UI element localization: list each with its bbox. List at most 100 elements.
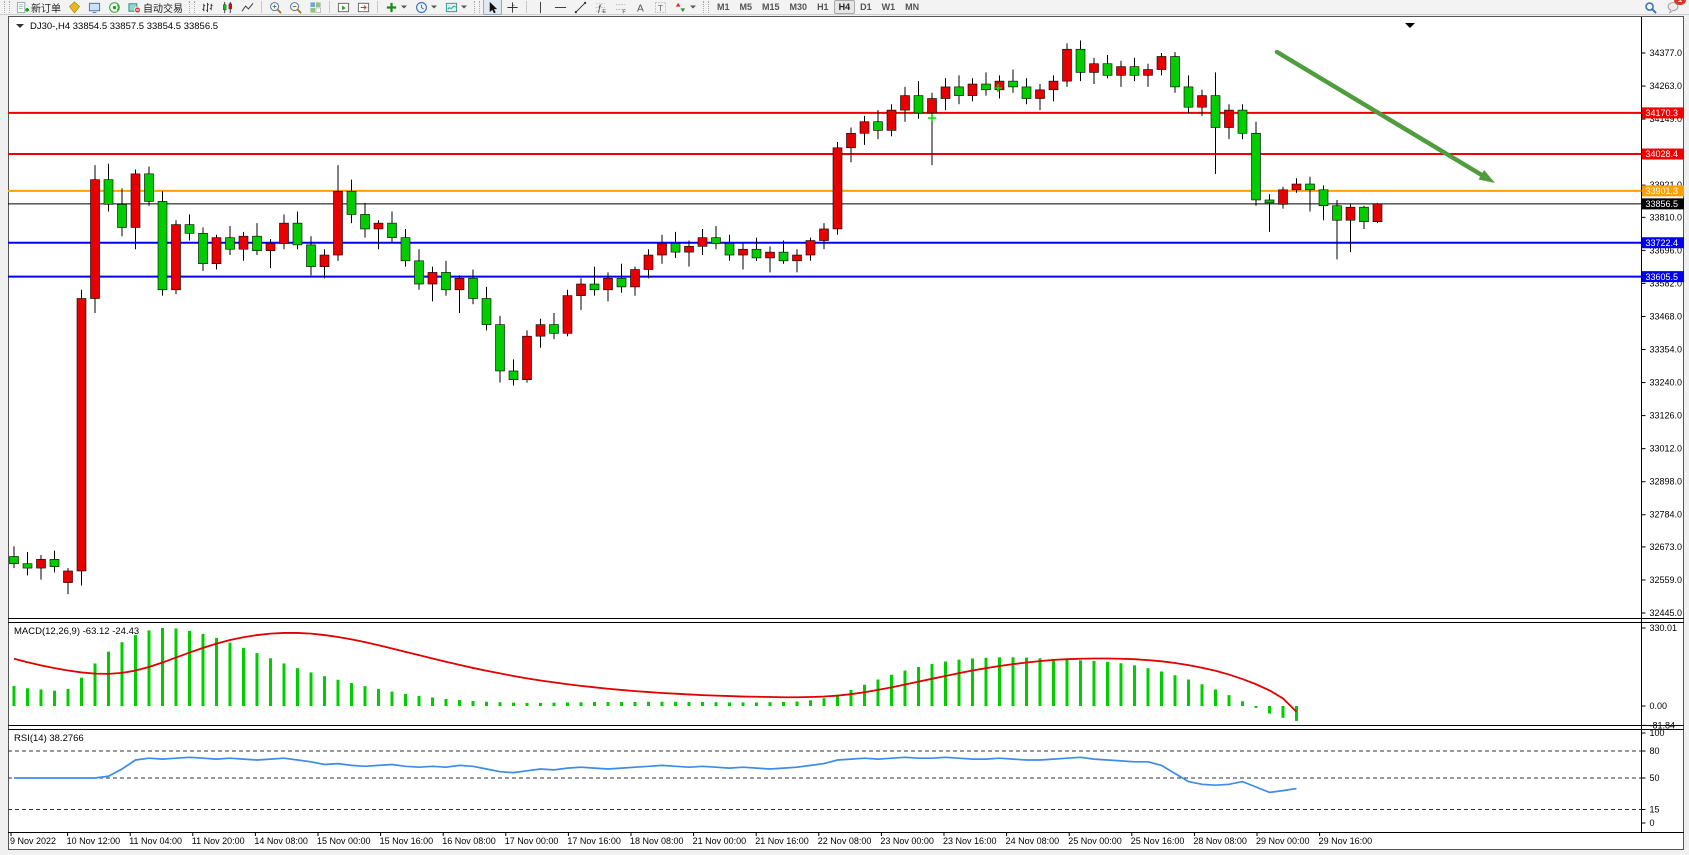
search-icon	[1644, 1, 1657, 14]
svg-text:33722.4: 33722.4	[1646, 238, 1679, 248]
svg-text:23 Nov 00:00: 23 Nov 00:00	[880, 836, 934, 846]
vertical-line-button[interactable]	[531, 0, 550, 15]
rsi-title: RSI(14) 38.2766	[14, 733, 84, 744]
template-icon	[445, 1, 458, 14]
notifications-button[interactable]: 1	[1664, 0, 1686, 15]
svg-text:33468.0: 33468.0	[1650, 311, 1683, 321]
timeframe-button-h4[interactable]: H4	[833, 0, 856, 14]
line-chart-button[interactable]	[238, 0, 257, 15]
svg-text:33696.0: 33696.0	[1650, 245, 1683, 255]
svg-text:0: 0	[1650, 818, 1655, 828]
chart-shift-button[interactable]	[354, 0, 373, 15]
macd-signal-line	[13, 632, 1298, 713]
timeframe-button-m5[interactable]: M5	[739, 2, 753, 12]
arrows-button[interactable]	[671, 0, 700, 15]
periods-button[interactable]	[412, 0, 441, 15]
svg-text:21 Nov 00:00: 21 Nov 00:00	[693, 836, 747, 846]
cursor-button[interactable]	[483, 0, 502, 15]
toolbar-separator	[377, 1, 378, 13]
line-chart-icon	[241, 1, 254, 14]
fibonacci-button[interactable]	[591, 0, 610, 15]
svg-text:100: 100	[1650, 728, 1665, 738]
timeframe-button-m15[interactable]: M15	[762, 2, 780, 12]
trend-arrow-annotation[interactable]	[1274, 49, 1495, 183]
candles-layer[interactable]	[9, 40, 1383, 595]
toolbar-grip[interactable]	[189, 1, 195, 13]
zoom-in-button[interactable]	[266, 0, 285, 15]
level-lines[interactable]: 34170.3 34028.4 33901.3 33856.5 33722.4 33605…	[8, 107, 1684, 283]
svg-text:33921.0: 33921.0	[1650, 180, 1683, 190]
crosshair-icon	[506, 1, 519, 14]
auto-scroll-icon	[337, 1, 350, 14]
search-button[interactable]	[1641, 0, 1660, 15]
text-button[interactable]	[631, 0, 650, 15]
strategy-tester-button[interactable]	[105, 0, 124, 15]
text-icon	[634, 1, 647, 14]
trendline-button[interactable]	[571, 0, 590, 15]
timeframe-button-d1[interactable]: D1	[860, 2, 872, 12]
channel-icon	[614, 1, 627, 14]
auto-scroll-button[interactable]	[334, 0, 353, 15]
macd-pane[interactable]: 330.01 0.00 -81.84 MACD(12,26,9) -63.12 -24…	[12, 623, 1677, 730]
svg-text:10 Nov 12:00: 10 Nov 12:00	[67, 836, 121, 846]
svg-text:34028.4: 34028.4	[1646, 149, 1679, 159]
chevron-down-icon	[460, 3, 468, 11]
symbol-dropdown-icon[interactable]	[16, 24, 24, 28]
svg-text:23 Nov 16:00: 23 Nov 16:00	[943, 836, 997, 846]
channel-button[interactable]	[611, 0, 630, 15]
macd-title: MACD(12,26,9) -63.12 -24.43	[14, 626, 139, 637]
auto-trading-button[interactable]: 自动交易	[125, 0, 186, 15]
chart-shift-marker[interactable]	[1405, 23, 1415, 28]
timeframe-button-h1[interactable]: H1	[817, 2, 829, 12]
plus-marker[interactable]	[994, 84, 1002, 92]
candlestick-button[interactable]	[218, 0, 237, 15]
toolbar-grip[interactable]	[4, 1, 10, 13]
toolbar-grip[interactable]	[474, 1, 480, 13]
tile-windows-button[interactable]	[306, 0, 325, 15]
notification-badge: 1	[1674, 0, 1686, 5]
vertical-line-icon	[534, 1, 547, 14]
auto-trading-icon	[128, 1, 141, 14]
svg-text:34377.0: 34377.0	[1650, 48, 1683, 58]
bar-chart-button[interactable]	[198, 0, 217, 15]
svg-text:29 Nov 16:00: 29 Nov 16:00	[1319, 836, 1373, 846]
metaeditor-button[interactable]	[65, 0, 84, 15]
timeframe-toolbar: M1 M5 M15 M30 H1 H4 D1 W1 MN	[712, 0, 924, 14]
crosshair-button[interactable]	[503, 0, 522, 15]
svg-text:80: 80	[1650, 746, 1660, 756]
symbol-info-line: DJ30-,H4 33854.5 33857.5 33854.5 33856.5	[16, 21, 218, 32]
timeframe-button-mn[interactable]: MN	[905, 2, 920, 12]
timeframe-button-w1[interactable]: W1	[881, 2, 896, 12]
toolbar-separator	[329, 1, 330, 13]
svg-text:9 Nov 2022: 9 Nov 2022	[10, 836, 56, 846]
indicators-button[interactable]	[382, 0, 411, 15]
timeframe-button-m30[interactable]: M30	[789, 2, 808, 12]
svg-text:15 Nov 00:00: 15 Nov 00:00	[317, 836, 371, 846]
price-chart[interactable]: 34377.034263.034149.034035.033921.033810…	[8, 16, 1684, 850]
text-label-button[interactable]	[651, 0, 670, 15]
chevron-down-icon	[430, 3, 438, 11]
templates-button[interactable]	[442, 0, 471, 15]
svg-text:24 Nov 08:00: 24 Nov 08:00	[1006, 836, 1060, 846]
svg-text:16 Nov 08:00: 16 Nov 08:00	[442, 836, 496, 846]
timeframe-button-m1[interactable]: M1	[717, 2, 730, 12]
svg-text:33605.5: 33605.5	[1646, 272, 1679, 282]
toolbar-right-group: 1	[1641, 0, 1687, 15]
svg-text:11 Nov 20:00: 11 Nov 20:00	[192, 836, 245, 846]
zoom-out-button[interactable]	[286, 0, 305, 15]
svg-text:-81.84: -81.84	[1650, 720, 1676, 730]
clock-icon	[415, 1, 428, 14]
new-order-button[interactable]: 新订单	[13, 0, 64, 15]
toolbar-grip[interactable]	[703, 1, 709, 13]
data-window-button[interactable]	[85, 0, 104, 15]
time-axis[interactable]: 9 Nov 2022 10 Nov 12:00 11 Nov 04:00 11 Nov…	[10, 832, 1373, 847]
rsi-pane[interactable]: 100 80 50 15 0 RSI(14) 38.2766	[8, 728, 1665, 828]
svg-text:32784.0: 32784.0	[1650, 510, 1683, 520]
svg-text:34170.3: 34170.3	[1646, 108, 1679, 118]
svg-text:33810.0: 33810.0	[1650, 212, 1683, 222]
chevron-down-icon	[689, 3, 697, 11]
plus-marker[interactable]	[928, 114, 936, 122]
svg-text:32673.0: 32673.0	[1650, 542, 1683, 552]
horizontal-line-button[interactable]	[551, 0, 570, 15]
rsi-line	[14, 756, 1297, 794]
